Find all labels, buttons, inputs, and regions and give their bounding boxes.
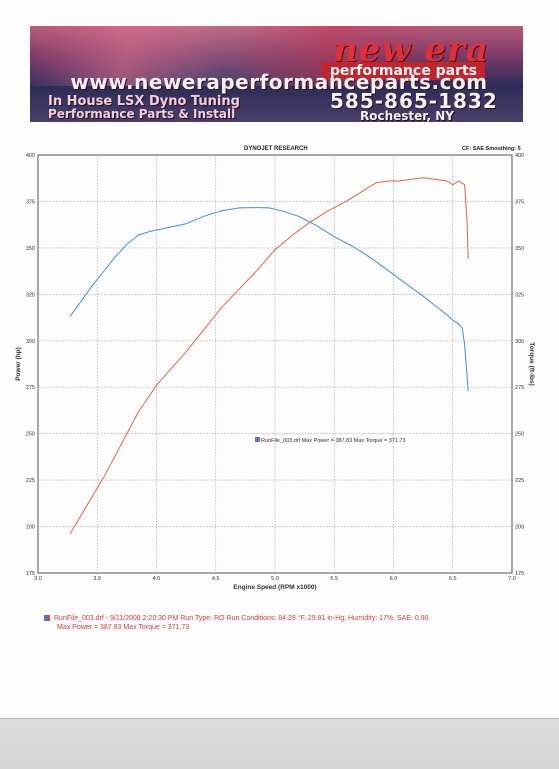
run-swatch-icon: [44, 615, 50, 622]
x-tick-label: 6.5: [449, 576, 457, 582]
banner-tagline-1: In House LSX Dyno Tuning: [48, 94, 240, 109]
logo-subtitle: performance parts: [321, 62, 485, 80]
x-tick-label: 5.0: [271, 576, 279, 582]
run-legend: RunFile_003.drf - 9/11/2008 2:20:30 PM R…: [44, 614, 429, 632]
x-axis-label: Engine Speed (RPM x1000): [233, 584, 316, 591]
y-tick-label-right: 325: [515, 292, 524, 298]
y-tick-label-right: 225: [515, 478, 524, 484]
y-axis-label-left: Power (hp): [15, 347, 22, 381]
y-tick-label-left: 300: [26, 339, 35, 345]
run-info: RunFile_003.drf - 9/11/2008 2:20:30 PM R…: [54, 615, 429, 622]
banner-tagline-2: Performance Parts & Install: [48, 107, 236, 121]
y-tick-label-left: 200: [26, 525, 35, 531]
run-max-values: Max Power = 387.83 Max Torque = 371.73: [57, 624, 190, 631]
logo: new era performance parts: [289, 30, 489, 80]
x-tick-label: 4.5: [212, 576, 220, 582]
y-tick-label-left: 250: [26, 432, 35, 438]
torque-curve: [69, 207, 469, 391]
y-tick-label-right: 200: [515, 525, 524, 531]
y-tick-label-right: 375: [515, 199, 524, 205]
y-tick-label-right: 275: [515, 385, 524, 391]
x-tick-label: 5.5: [330, 576, 338, 582]
y-tick-label-right: 175: [515, 571, 524, 577]
y-tick-label-left: 175: [26, 571, 35, 577]
y-tick-label-left: 400: [26, 153, 35, 159]
y-tick-label-left: 225: [26, 478, 35, 484]
chart-annotation: RunFile_003.drf Max Power = 387.83 Max T…: [261, 438, 406, 444]
x-tick-label: 6.0: [390, 576, 398, 582]
annotation-swatch-icon: [255, 437, 260, 442]
x-tick-label: 7.0: [508, 576, 516, 582]
banner-phone: 585-865-1832: [330, 89, 498, 113]
banner-city: Rochester, NY: [360, 109, 454, 122]
y-axis-label-right: Torque (ft-lbs): [528, 342, 535, 386]
y-tick-label-left: 375: [26, 199, 35, 205]
y-tick-label-right: 250: [515, 432, 524, 438]
x-tick-label: 4.0: [153, 576, 161, 582]
x-tick-label: 3.0: [34, 576, 42, 582]
y-tick-label-left: 350: [26, 246, 35, 252]
power-curve: [69, 177, 469, 535]
banner-url: www.neweraperformanceparts.com: [70, 70, 488, 94]
y-tick-label-right: 300: [515, 339, 524, 345]
y-tick-label-right: 350: [515, 246, 524, 252]
x-tick-label: 3.5: [93, 576, 101, 582]
y-tick-label-left: 325: [26, 292, 35, 298]
chart-settings: CF: SAE Smoothing: 5: [462, 146, 521, 152]
y-tick-label-right: 400: [515, 153, 524, 159]
page-edge: [0, 718, 559, 769]
banner: new era performance parts www.neweraperf…: [30, 26, 523, 122]
chart-title: DYNOJET RESEARCH: [244, 146, 308, 152]
y-tick-label-left: 275: [26, 385, 35, 391]
